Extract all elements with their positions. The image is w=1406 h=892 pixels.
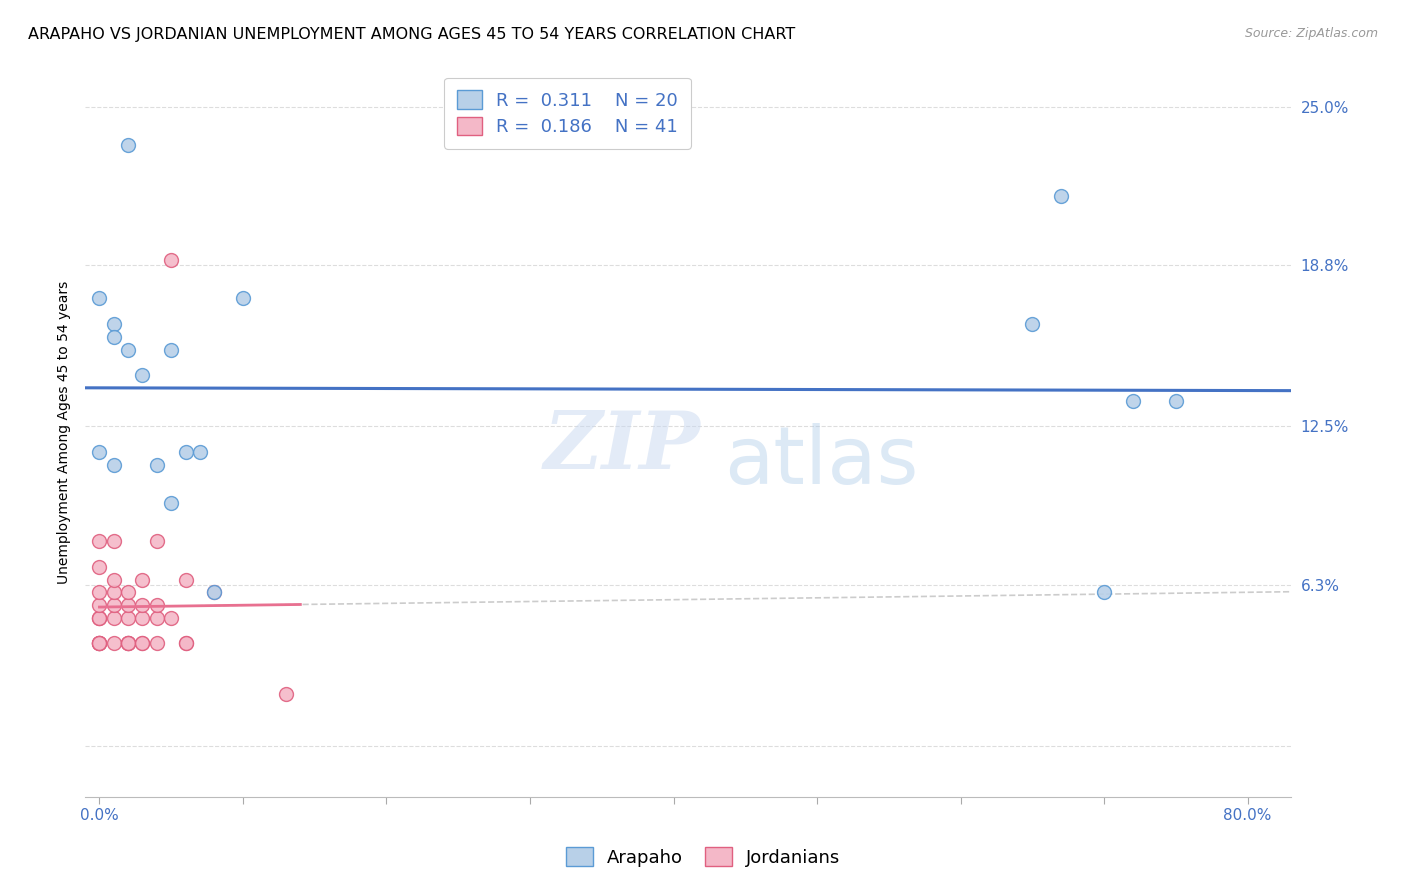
Point [131,611,153,625]
Point [89,636,111,650]
Point [89,636,111,650]
Point [202,585,225,599]
Point [89,598,111,612]
Point [89,636,111,650]
Point [160,343,183,357]
Y-axis label: Unemployment Among Ages 45 to 54 years: Unemployment Among Ages 45 to 54 years [58,281,72,584]
Point [146,636,169,650]
Point [117,343,139,357]
Legend: Arapaho, Jordanians: Arapaho, Jordanians [558,840,848,874]
Point [188,444,211,458]
Point [174,636,197,650]
Point [131,636,153,650]
Point [232,292,254,306]
Point [89,292,111,306]
Point [89,611,111,625]
Point [146,598,169,612]
Text: atlas: atlas [724,423,918,500]
Point [89,636,111,650]
Text: ARAPAHO VS JORDANIAN UNEMPLOYMENT AMONG AGES 45 TO 54 YEARS CORRELATION CHART: ARAPAHO VS JORDANIAN UNEMPLOYMENT AMONG … [28,27,796,42]
Point [117,636,139,650]
Point [103,636,125,650]
Point [131,368,153,383]
Point [160,253,183,268]
Point [131,598,153,612]
Point [117,138,139,153]
Point [89,611,111,625]
Point [103,458,125,472]
Point [117,598,139,612]
Point [146,458,169,472]
Point [174,573,197,587]
Point [202,585,225,599]
Point [103,330,125,344]
Point [103,585,125,599]
Point [1021,317,1043,331]
Point [89,611,111,625]
Point [117,611,139,625]
Point [274,688,297,702]
Point [174,636,197,650]
Legend: R =  0.311    N = 20, R =  0.186    N = 41: R = 0.311 N = 20, R = 0.186 N = 41 [444,78,690,149]
Text: Source: ZipAtlas.com: Source: ZipAtlas.com [1244,27,1378,40]
Point [103,598,125,612]
Point [103,573,125,587]
Point [117,636,139,650]
Point [1050,189,1073,203]
Point [1164,393,1187,408]
Point [1092,585,1115,599]
Point [160,611,183,625]
Point [103,611,125,625]
Point [89,636,111,650]
Point [89,444,111,458]
Point [103,317,125,331]
Point [89,585,111,599]
Point [131,636,153,650]
Point [174,444,197,458]
Point [89,534,111,549]
Point [117,636,139,650]
Text: ZIP: ZIP [543,409,700,486]
Point [160,496,183,510]
Point [146,534,169,549]
Point [131,573,153,587]
Point [146,611,169,625]
Point [1122,393,1144,408]
Point [103,534,125,549]
Point [117,636,139,650]
Point [117,585,139,599]
Point [89,559,111,574]
